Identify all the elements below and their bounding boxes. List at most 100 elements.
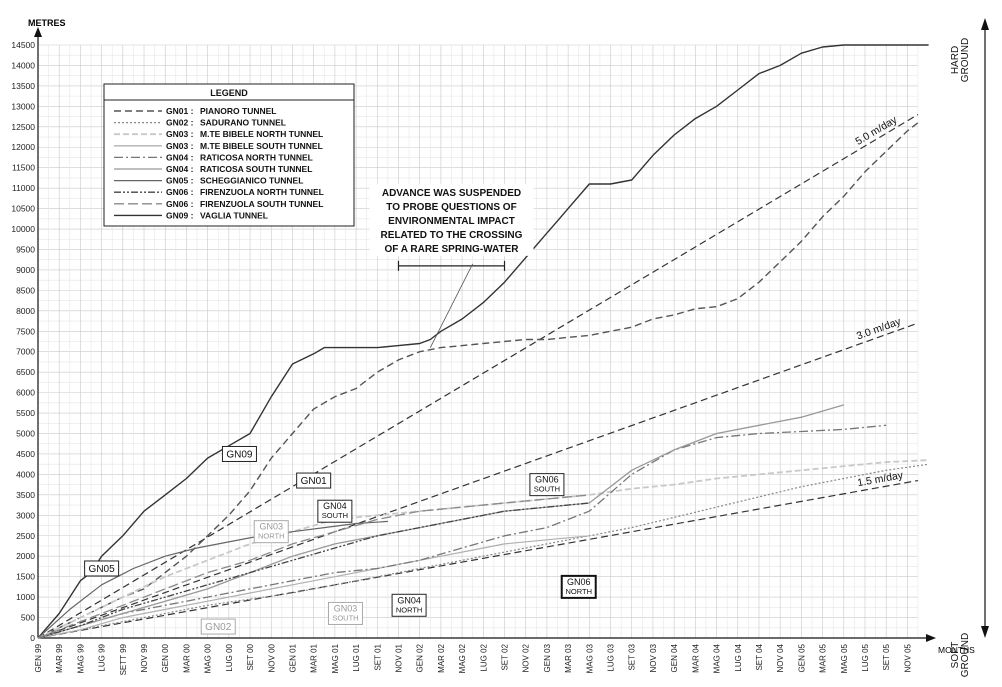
series-tag-text: GN01 [301, 476, 328, 487]
series-tag-text: GN06 [535, 475, 559, 485]
y-tick-label: 7000 [16, 347, 35, 357]
y-tick-label: 6500 [16, 367, 35, 377]
x-tick-label: GEN 99 [34, 643, 43, 672]
x-tick-label: MAR 00 [182, 643, 191, 672]
y-tick-label: 1000 [16, 592, 35, 602]
series-tag-box [560, 574, 597, 599]
x-tick-label: SET 05 [882, 643, 891, 670]
x-tick-label: LUG 01 [352, 643, 361, 671]
series-tag-box [296, 472, 332, 489]
x-tick-label: SET 04 [755, 643, 764, 670]
legend-code: GN03 : [166, 129, 194, 139]
x-tick-label: GEN 00 [161, 643, 170, 672]
y-tick-label: 3500 [16, 490, 35, 500]
x-tick-label: MAG 03 [585, 643, 594, 673]
x-tick-label: MAR 05 [819, 643, 828, 672]
x-tick-label: MAR 01 [310, 643, 319, 672]
y-tick-label: 10500 [11, 204, 35, 214]
series-line [37, 502, 590, 639]
ground-axis-bottom-label: GROUND [960, 633, 971, 677]
legend-code: GN09 : [166, 210, 194, 220]
series-tag-text: GN04 [397, 595, 421, 605]
series-tag-box [529, 473, 565, 497]
legend-name: FIRENZUOLA NORTH TUNNEL [200, 187, 324, 197]
y-tick-label: 13500 [11, 81, 35, 91]
y-tick-label: 5500 [16, 408, 35, 418]
series-line [37, 463, 929, 639]
series-line [37, 44, 929, 639]
x-tick-label: MAG 02 [458, 643, 467, 673]
x-tick-label: GEN 02 [416, 643, 425, 672]
y-tick-label: 13000 [11, 101, 35, 111]
series-tag-box [327, 601, 363, 625]
chart-axes: METRES MONTHS [28, 18, 975, 655]
rate-line-label: 1.5 m/day [856, 469, 904, 489]
y-tick-label: 8000 [16, 306, 35, 316]
legend-code: GN04 : [166, 152, 194, 162]
x-tick-label: GEN 01 [288, 643, 297, 672]
y-tick-label: 1500 [16, 572, 35, 582]
series-line [37, 494, 590, 639]
y-tick-label: 9500 [16, 244, 35, 254]
rate-line [37, 479, 919, 639]
legend-code: GN06 : [166, 187, 194, 197]
legend: LEGEND GN01 : PIANORO TUNNEL GN02 : SADURANO… [103, 83, 355, 227]
y-tick-label: 14500 [11, 40, 35, 50]
x-tick-label: NOV 99 [140, 643, 149, 672]
suspension-text-line: ENVIRONMENTAL IMPACT [388, 216, 515, 227]
series-tag-box [317, 499, 353, 523]
series-tag-text: GN03 [334, 603, 358, 613]
y-tick-label: 4000 [16, 469, 35, 479]
x-tick-label: GEN 03 [543, 643, 552, 672]
x-tick-label: SET 01 [373, 643, 382, 670]
y-tick-label: 8500 [16, 285, 35, 295]
series-tag-box [253, 520, 289, 544]
suspension-text-line: OF A RARE SPRING-WATER [384, 244, 519, 255]
x-tick-label: NOV 03 [649, 643, 658, 672]
x-tick-label: SET 00 [246, 643, 255, 670]
series-tag-text: NORTH [565, 587, 592, 596]
legend-name: VAGLIA TUNNEL [200, 210, 268, 220]
suspension-text-line: TO PROBE QUESTIONS OF [386, 202, 516, 213]
series-line [37, 520, 388, 639]
y-tick-label: 5000 [16, 429, 35, 439]
y-tick-labels: 0 500 1000 1500 2000 2500 3000 3500 4000 4500 5000… [11, 40, 35, 643]
suspension-text-line: RELATED TO THE CROSSING [381, 230, 523, 241]
y-tick-label: 12000 [11, 142, 35, 152]
y-axis-label: METRES [28, 18, 66, 28]
x-tick-label: MAR 04 [691, 643, 700, 672]
series-tag-text: SOUTH [322, 511, 348, 520]
x-tick-label: NOV 00 [267, 643, 276, 672]
y-tick-label: 11500 [12, 163, 35, 173]
series-line [37, 404, 844, 639]
ground-axis-top-label: HARD [950, 46, 961, 74]
series-line [37, 122, 919, 639]
y-tick-label: 14000 [11, 60, 35, 70]
x-tick-label: MAR 03 [564, 643, 573, 672]
series-tag-box [200, 618, 236, 635]
legend-box [103, 83, 355, 227]
suspension-text-bg [369, 183, 534, 256]
rate-line-label: 5.0 m/day [853, 114, 899, 148]
x-tick-label: MAG 99 [76, 643, 85, 673]
series-tag-text: GN09 [226, 449, 253, 460]
legend-name: PIANORO TUNNEL [200, 106, 277, 116]
x-tick-label: NOV 05 [903, 643, 912, 672]
x-axis-label: MONTHS [938, 645, 975, 655]
series-tag-text: GN06 [567, 577, 591, 587]
legend-code: GN05 : [166, 176, 194, 186]
x-tick-label: LUG 02 [479, 643, 488, 671]
series-tag-box [221, 445, 257, 462]
series-tags: GN09GN01GN04SOUTHGN03NORTHGN05GN02GN03SO… [84, 445, 597, 635]
y-tick-label: 2500 [16, 531, 35, 541]
series-tag-text: SOUTH [332, 613, 358, 622]
y-tick-label: 9000 [16, 265, 35, 275]
suspension-text-line: ADVANCE WAS SUSPENDED [382, 188, 521, 199]
legend-code: GN06 : [166, 199, 194, 209]
x-tick-label: LUG 04 [734, 643, 743, 671]
y-tick-label: 500 [21, 613, 35, 623]
series-tag-text: GN04 [323, 501, 347, 511]
legend-name: FIRENZUOLA SOUTH TUNNEL [200, 199, 323, 209]
x-tick-label: LUG 00 [225, 643, 234, 671]
